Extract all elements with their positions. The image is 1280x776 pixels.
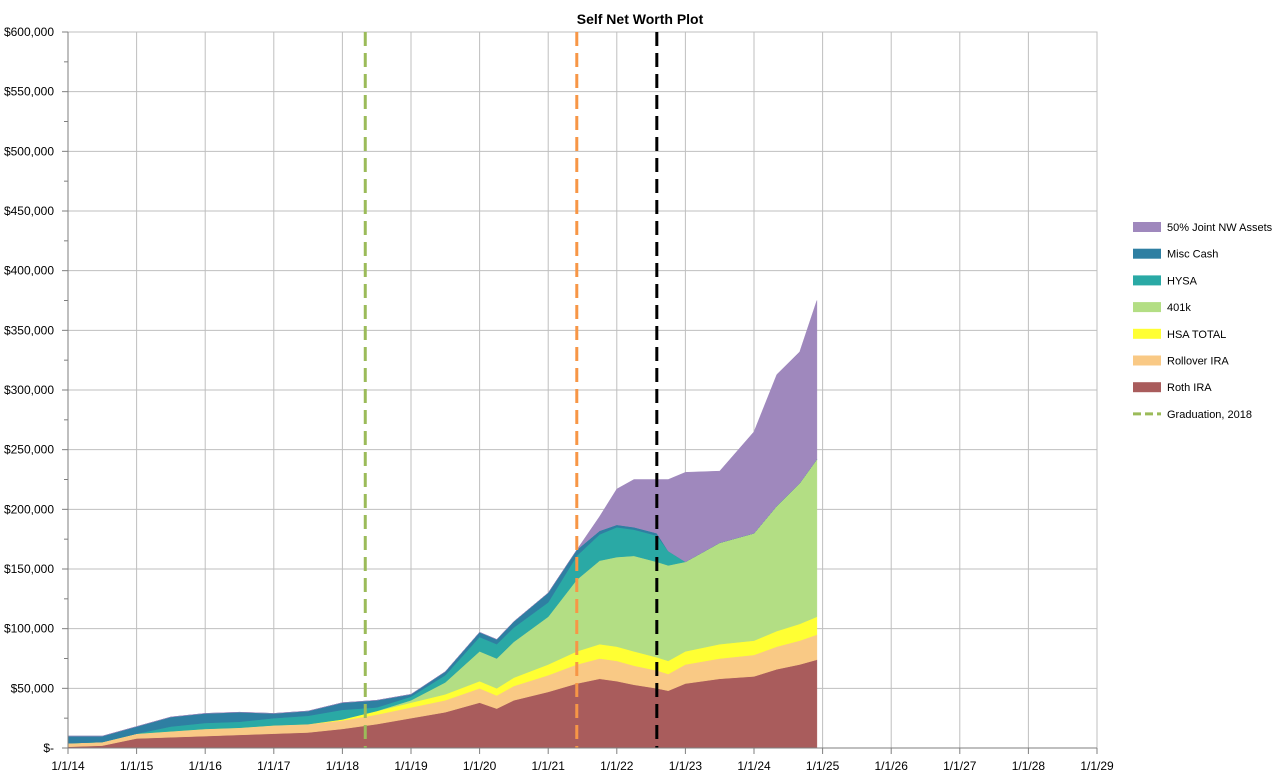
y-tick-label: $100,000 <box>4 622 54 636</box>
x-tick-label: 1/1/18 <box>326 759 360 773</box>
x-tick-label: 1/1/15 <box>120 759 154 773</box>
x-tick-label: 1/1/28 <box>1012 759 1046 773</box>
axes: $- $50,000 $100,000 $150,000 $200,000 $250,00… <box>4 25 1114 773</box>
legend-swatch-401k <box>1133 302 1161 313</box>
legend-label-rollover-ira: Rollover IRA <box>1167 356 1229 368</box>
x-tick-label: 1/1/23 <box>669 759 703 773</box>
y-tick-label: $450,000 <box>4 204 54 218</box>
legend-swatch-50-joint-nw-assets <box>1133 222 1161 232</box>
stacked-areas <box>67 300 818 749</box>
legend-swatch-misc-cash <box>1133 248 1161 259</box>
y-tick-label: $600,000 <box>4 25 54 39</box>
y-tick-label: $150,000 <box>4 562 54 576</box>
y-tick-label: $50,000 <box>11 681 55 695</box>
x-tick-label: 1/1/29 <box>1080 759 1114 773</box>
y-tick-label: $- <box>43 741 54 755</box>
y-tick-label: $300,000 <box>4 383 54 397</box>
x-tick-label: 1/1/26 <box>875 759 909 773</box>
legend-label-hsa-total: HSA TOTAL <box>1167 329 1226 341</box>
area-50-joint-nw-assets <box>68 300 818 737</box>
x-tick-label: 1/1/22 <box>600 759 634 773</box>
event-lines <box>363 32 659 748</box>
x-tick-label: 1/1/27 <box>943 759 977 773</box>
y-tick-label: $400,000 <box>4 264 54 278</box>
x-tick-label: 1/1/14 <box>51 759 85 773</box>
legend-swatch-roth-ira <box>1133 382 1161 393</box>
legend-label-50-joint-nw-assets: 50% Joint NW Assets <box>1167 222 1273 234</box>
y-tick-label: $250,000 <box>4 443 54 457</box>
x-tick-label: 1/1/16 <box>189 759 223 773</box>
legend-swatch-rollover-ira <box>1133 355 1161 366</box>
x-tick-label: 1/1/24 <box>737 759 771 773</box>
chart-title: Self Net Worth Plot <box>577 11 704 27</box>
legend-swatch-hsa-total <box>1133 328 1161 339</box>
x-tick-label: 1/1/20 <box>463 759 497 773</box>
x-tick-label: 1/1/17 <box>257 759 291 773</box>
legend-label-roth-ira: Roth IRA <box>1167 382 1212 394</box>
legend-label-misc-cash: Misc Cash <box>1167 249 1218 261</box>
legend-label-hysa: HYSA <box>1167 275 1198 287</box>
x-tick-label: 1/1/19 <box>394 759 428 773</box>
legend: 50% Joint NW Assets Misc Cash HYSA 401k HSA … <box>1133 222 1273 421</box>
x-tick-label: 1/1/21 <box>532 759 566 773</box>
legend-label-graduation-2018: Graduation, 2018 <box>1167 409 1252 421</box>
y-tick-label: $350,000 <box>4 323 54 337</box>
legend-label-401k: 401k <box>1167 302 1191 314</box>
y-tick-label: $200,000 <box>4 502 54 516</box>
x-tick-label: 1/1/25 <box>806 759 840 773</box>
y-tick-label: $500,000 <box>4 144 54 158</box>
y-tick-label: $550,000 <box>4 85 54 99</box>
legend-swatch-hysa <box>1133 275 1161 286</box>
